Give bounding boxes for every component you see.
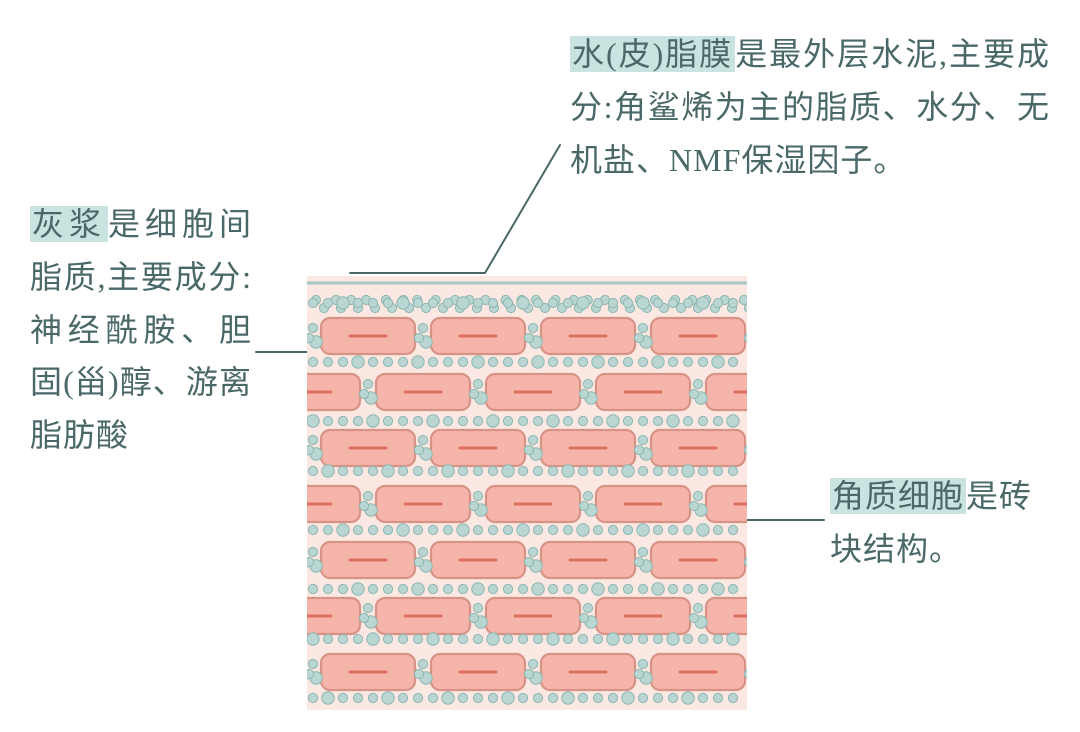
text-left: 是细胞间脂质,主要成分:神经酰胺、胆固(甾)醇、游离脂肪酸 [30, 206, 252, 453]
highlight-left: 灰浆 [30, 206, 108, 242]
caption-right: 角质细胞是砖块结构。 [830, 470, 1060, 576]
highlight-right: 角质细胞 [830, 478, 966, 514]
skin-diagram [307, 276, 747, 710]
caption-top: 水(皮)脂膜是最外层水泥,主要成分:角鲨烯为主的脂质、水分、无机盐、NMF保湿因… [570, 28, 1050, 186]
highlight-top: 水(皮)脂膜 [570, 36, 735, 72]
caption-left: 灰浆是细胞间脂质,主要成分:神经酰胺、胆固(甾)醇、游离脂肪酸 [30, 198, 252, 462]
